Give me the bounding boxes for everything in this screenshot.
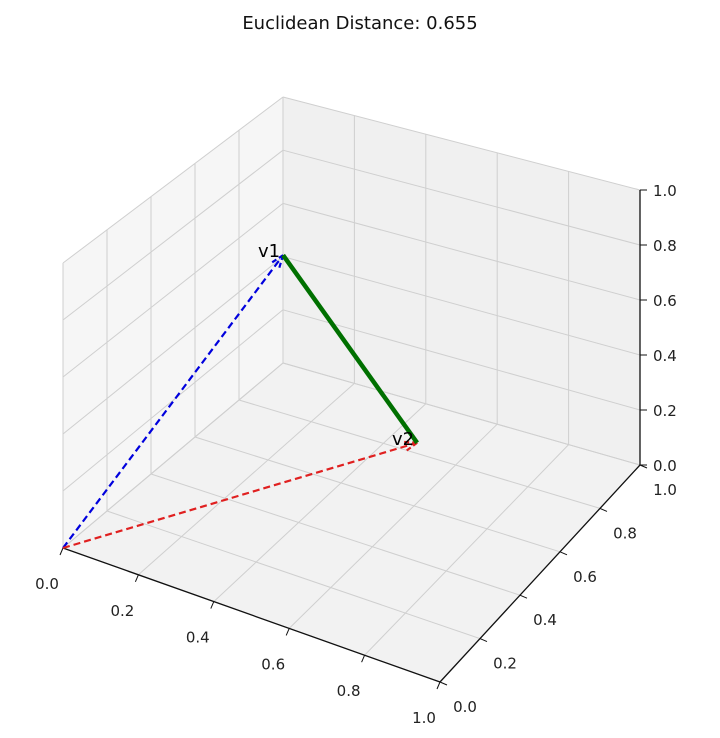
vector-v2-line (62, 441, 418, 550)
x-tick-mark (285, 628, 290, 636)
floor-grid-line (138, 383, 355, 576)
left-grid-line (62, 256, 284, 435)
z-tick-label: 0.0 (653, 457, 677, 475)
tick-labels: 0.0 0.2 0.4 0.6 0.8 1.0 0.0 0.2 0.4 0.6 0.8 1.0 0.0 0… (35, 182, 677, 727)
floor-grid-line (106, 510, 481, 640)
left-grid-line (62, 203, 284, 378)
floor-grid-line (150, 473, 521, 596)
floor-grid-line (364, 444, 569, 656)
x-axis-line (62, 547, 441, 683)
z-tick-label: 0.8 (653, 237, 677, 255)
x-tick-label: 1.0 (412, 709, 436, 727)
back-grid-line (282, 202, 641, 301)
y-tick-mark (599, 507, 608, 512)
floor-grid-line (282, 362, 641, 466)
y-tick-mark (479, 638, 488, 643)
y-tick-label: 1.0 (653, 481, 677, 499)
left-grid-line (62, 96, 284, 264)
floor-grid-line (238, 399, 601, 509)
vector-v1-arrowhead (269, 254, 284, 265)
left-grid-line (62, 309, 284, 492)
x-tick-mark (59, 547, 64, 556)
z-tick-label: 1.0 (653, 182, 677, 200)
left-grid-line (62, 362, 284, 549)
y-tick-mark (519, 594, 528, 599)
z-tick-label: 0.2 (653, 402, 677, 420)
back-grid-line (282, 309, 641, 411)
x-tick-mark (436, 681, 441, 690)
z-tick-label: 0.4 (653, 347, 677, 365)
vectors: v1 v2 (62, 241, 419, 550)
floor-grid-line (213, 403, 427, 602)
back-pane (283, 97, 640, 465)
floor-pane (63, 363, 640, 682)
y-tick-label: 0.4 (533, 611, 557, 629)
y-tick-label: 0.8 (613, 524, 637, 542)
x-tick-label: 0.2 (110, 602, 134, 620)
distance-line (281, 253, 419, 445)
y-tick-mark (559, 551, 568, 556)
x-tick-label: 0.8 (337, 682, 361, 700)
x-tick-mark (134, 574, 139, 582)
y-tick-label: 0.0 (453, 698, 477, 716)
back-grid-line (282, 149, 641, 246)
axes (59, 189, 648, 690)
vector-v2-arrowhead (403, 441, 418, 454)
floor-grid-line (288, 423, 498, 629)
back-grid-line (282, 256, 641, 356)
left-pane (63, 97, 283, 548)
x-tick-mark (210, 601, 215, 609)
x-tick-mark (361, 655, 366, 663)
panes (63, 97, 640, 682)
x-tick-label: 0.6 (261, 655, 285, 673)
point-label-v1: v1 (258, 241, 280, 262)
y-axis-line (439, 464, 641, 683)
floor-grid-line (194, 436, 561, 553)
point-label-v2: v2 (392, 429, 414, 450)
y-tick-label: 0.6 (573, 568, 597, 586)
x-tick-label: 0.4 (186, 629, 210, 647)
z-tick-label: 0.6 (653, 292, 677, 310)
y-tick-mark (439, 681, 448, 686)
back-grid-line (282, 96, 641, 191)
chart-title: Euclidean Distance: 0.655 (242, 13, 477, 34)
left-grid-line (62, 149, 284, 321)
vector-v1-line (62, 254, 284, 549)
y-tick-label: 0.2 (493, 655, 517, 673)
x-tick-label: 0.0 (35, 575, 59, 593)
